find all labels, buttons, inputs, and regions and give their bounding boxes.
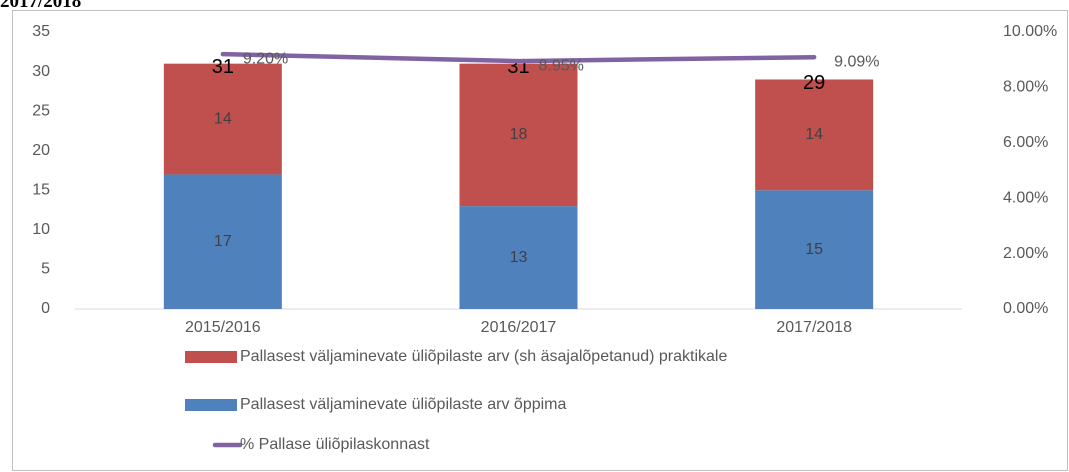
data-label: 14 [214, 110, 232, 127]
y2-tick-label: 8.00% [1003, 79, 1048, 96]
legend-label: Pallasest väljaminevate üliõpilaste arv … [240, 348, 727, 365]
line-data-label: 9.09% [834, 53, 879, 70]
data-label: 14 [805, 126, 823, 143]
legend-label: % Pallase üliõpilaskonnast [240, 436, 430, 453]
bar-segment [755, 190, 874, 309]
bar-segment [163, 174, 282, 309]
chart-title: 2017/2018 [0, 0, 81, 12]
y-tick-label: 0 [41, 300, 50, 317]
y-tick-label: 35 [32, 23, 50, 40]
legend-label: Pallasest väljaminevate üliõpilaste arv … [240, 396, 566, 413]
bar-segment [755, 79, 874, 191]
y2-tick-label: 10.00% [1003, 23, 1057, 40]
total-label: 29 [803, 72, 825, 94]
x-tick-label: 2015/2016 [185, 319, 261, 336]
y-tick-label: 30 [32, 63, 50, 80]
bar-segment [459, 63, 578, 207]
line-data-label: 8.95% [539, 57, 584, 74]
line-series [220, 51, 817, 64]
y-tick-label: 15 [32, 182, 50, 199]
bar-segment [459, 206, 578, 309]
y-tick-label: 10 [32, 221, 50, 238]
data-label: 15 [805, 241, 823, 258]
legend-swatch [185, 399, 237, 411]
data-label: 18 [510, 126, 528, 143]
data-label: 13 [510, 249, 528, 266]
data-label: 17 [214, 233, 232, 250]
y2-tick-label: 6.00% [1003, 134, 1048, 151]
legend-swatch [185, 351, 237, 363]
y2-tick-label: 2.00% [1003, 245, 1048, 262]
y-tick-label: 25 [32, 102, 50, 119]
x-tick-label: 2017/2018 [776, 319, 852, 336]
total-label: 31 [212, 56, 234, 78]
y2-tick-label: 0.00% [1003, 300, 1048, 317]
bar-segment [163, 63, 282, 175]
y2-tick-label: 4.00% [1003, 189, 1048, 206]
x-tick-label: 2016/2017 [481, 319, 557, 336]
y-tick-label: 5 [41, 261, 50, 278]
line-data-label: 9.20% [243, 50, 288, 67]
y-tick-label: 20 [32, 142, 50, 159]
